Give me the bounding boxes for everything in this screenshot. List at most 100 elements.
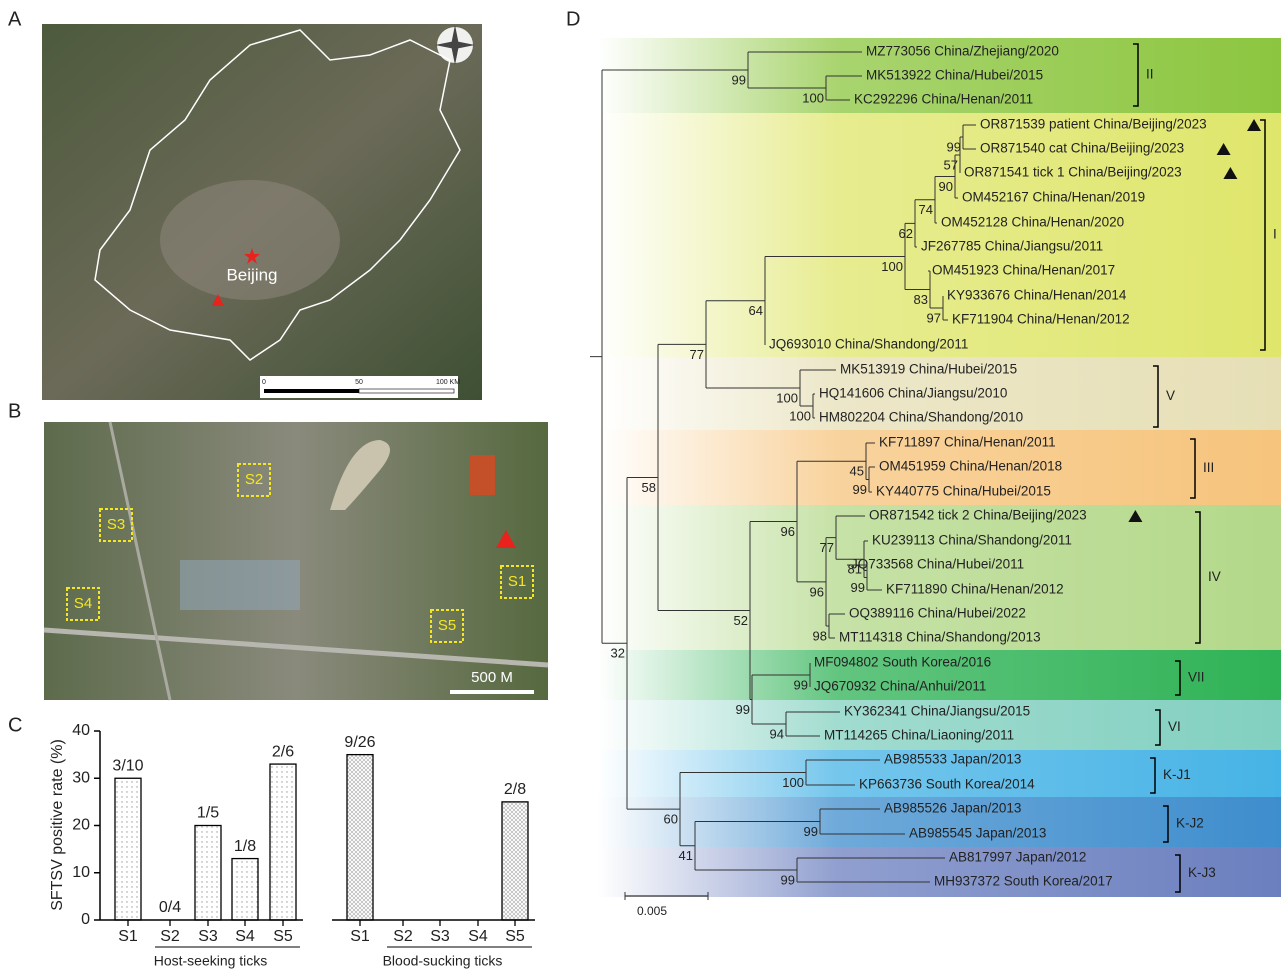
value-label: 2/8 — [504, 781, 526, 798]
bar — [195, 826, 221, 921]
leaf-label: JQ693010 China/Shandong/2011 — [769, 337, 968, 352]
leaf-label: MH937372 South Korea/2017 — [934, 874, 1113, 889]
x-tick-label: S3 — [198, 928, 218, 945]
y-tick-label: 0 — [81, 911, 90, 928]
leaf-label: KU239113 China/Shandong/2011 — [872, 533, 1072, 548]
site-label: S4 — [74, 595, 92, 612]
value-label: 9/26 — [344, 734, 375, 751]
x-tick-label: S4 — [468, 928, 488, 945]
bootstrap-label: 97 — [927, 310, 941, 325]
bootstrap-label: 83 — [914, 292, 928, 307]
leaf-label: OR871539 patient China/Beijing/2023 — [980, 117, 1207, 132]
clade-label: III — [1203, 460, 1214, 475]
body: A B C D Beijing 0 50 100 KM S1 S2 S3 S4 S5 5… — [0, 0, 1284, 972]
clade-band — [598, 505, 1281, 650]
bootstrap-label: 96 — [781, 524, 795, 539]
bootstrap-label: 100 — [776, 390, 798, 405]
value-label: 0/4 — [159, 899, 181, 916]
x-tick-label: S4 — [235, 928, 255, 945]
leaf-label: MK513919 China/Hubei/2015 — [840, 362, 1017, 377]
bootstrap-label: 99 — [853, 482, 867, 497]
clade-label: VI — [1168, 719, 1181, 734]
value-label: 2/6 — [272, 743, 294, 760]
x-tick-label: S2 — [393, 928, 413, 945]
leaf-label: OR871541 tick 1 China/Beijing/2023 — [964, 165, 1182, 180]
panel-label: A — [8, 8, 22, 30]
leaf-label: HM802204 China/Shandong/2010 — [819, 410, 1023, 425]
buildings — [180, 560, 300, 610]
group-label: Host-seeking ticks — [154, 953, 268, 969]
clade-label: IV — [1208, 569, 1221, 584]
group-label: Blood-sucking ticks — [383, 953, 503, 969]
leaf-label: MF094802 South Korea/2016 — [814, 655, 991, 670]
leaf-label: MK513922 China/Hubei/2015 — [866, 68, 1043, 83]
clade-label: K-J1 — [1163, 767, 1191, 782]
panel-label: C — [8, 714, 22, 736]
site-label: S3 — [107, 516, 125, 533]
leaf-label: OM451959 China/Henan/2018 — [879, 459, 1062, 474]
site-label: S2 — [245, 471, 263, 488]
site-label: S5 — [438, 617, 456, 634]
bootstrap-label: 74 — [919, 202, 933, 217]
map-a: Beijing 0 50 100 KM — [42, 24, 482, 400]
leaf-label: AB985545 Japan/2013 — [909, 826, 1046, 841]
clade-label: VII — [1188, 670, 1205, 685]
bar — [115, 778, 141, 920]
x-tick-label: S5 — [505, 928, 525, 945]
bootstrap-label: 96 — [810, 584, 824, 599]
clade-label: II — [1146, 67, 1154, 82]
bootstrap-label: 64 — [749, 303, 763, 318]
clade-label: K-J3 — [1188, 865, 1216, 880]
y-tick-label: 10 — [72, 864, 90, 881]
figure: A B C D Beijing 0 50 100 KM S1 S2 S3 S4 S5 5… — [0, 0, 1284, 972]
bootstrap-label: 41 — [679, 848, 693, 863]
leaf-label: OR871540 cat China/Beijing/2023 — [980, 141, 1184, 156]
leaf-label: KF711890 China/Henan/2012 — [886, 582, 1064, 597]
scale-label: 50 — [355, 379, 363, 386]
bar — [502, 802, 528, 920]
bootstrap-label: 62 — [899, 226, 913, 241]
y-axis-title: SFTSV positive rate (%) — [49, 739, 66, 911]
leaf-label: JQ670932 China/Anhui/2011 — [814, 679, 986, 694]
bootstrap-label: 99 — [732, 72, 746, 87]
leaf-label: AB985526 Japan/2013 — [884, 801, 1021, 816]
bar — [270, 764, 296, 920]
panel-label: D — [566, 8, 580, 30]
leaf-label: KF711897 China/Henan/2011 — [879, 435, 1056, 450]
bootstrap-label: 52 — [734, 613, 748, 628]
panel-label: B — [8, 400, 21, 422]
y-tick-label: 30 — [72, 769, 90, 786]
leaf-label: KY933676 China/Henan/2014 — [947, 288, 1127, 303]
bootstrap-label: 98 — [813, 628, 827, 643]
leaf-label: KY362341 China/Jiangsu/2015 — [844, 704, 1030, 719]
bootstrap-label: 99 — [781, 872, 795, 887]
field — [470, 455, 495, 495]
site-label: S1 — [508, 573, 526, 590]
leaf-label: HQ141606 China/Jiangsu/2010 — [819, 386, 1007, 401]
leaf-label: MT114318 China/Shandong/2013 — [839, 630, 1041, 645]
leaf-label: MZ773056 China/Zhejiang/2020 — [866, 44, 1059, 59]
scale-label: 100 KM — [436, 379, 460, 386]
scale-label: 0.005 — [637, 904, 667, 918]
bootstrap-label: 58 — [642, 480, 656, 495]
bootstrap-label: 57 — [944, 157, 958, 172]
bootstrap-label: 60 — [664, 812, 678, 827]
leaf-label: JF267785 China/Jiangsu/2011 — [921, 239, 1103, 254]
bar-chart: 010203040SFTSV positive rate (%)S13/10S2… — [49, 722, 535, 968]
bootstrap-label: 100 — [802, 90, 824, 105]
leaf-label: KC292296 China/Henan/2011 — [854, 92, 1033, 107]
y-tick-label: 20 — [72, 817, 90, 834]
leaf-label: KF711904 China/Henan/2012 — [952, 312, 1130, 327]
leaf-label: OR871542 tick 2 China/Beijing/2023 — [869, 508, 1087, 523]
leaf-label: KP663736 South Korea/2014 — [859, 777, 1035, 792]
x-tick-label: S5 — [273, 928, 293, 945]
bootstrap-label: 45 — [850, 464, 864, 479]
clade-label: I — [1273, 227, 1277, 242]
city-label: Beijing — [226, 265, 277, 284]
x-tick-label: S3 — [430, 928, 450, 945]
x-tick-label: S1 — [350, 928, 370, 945]
leaf-label: OM452167 China/Henan/2019 — [962, 190, 1145, 205]
leaf-label: MT114265 China/Liaoning/2011 — [824, 728, 1014, 743]
